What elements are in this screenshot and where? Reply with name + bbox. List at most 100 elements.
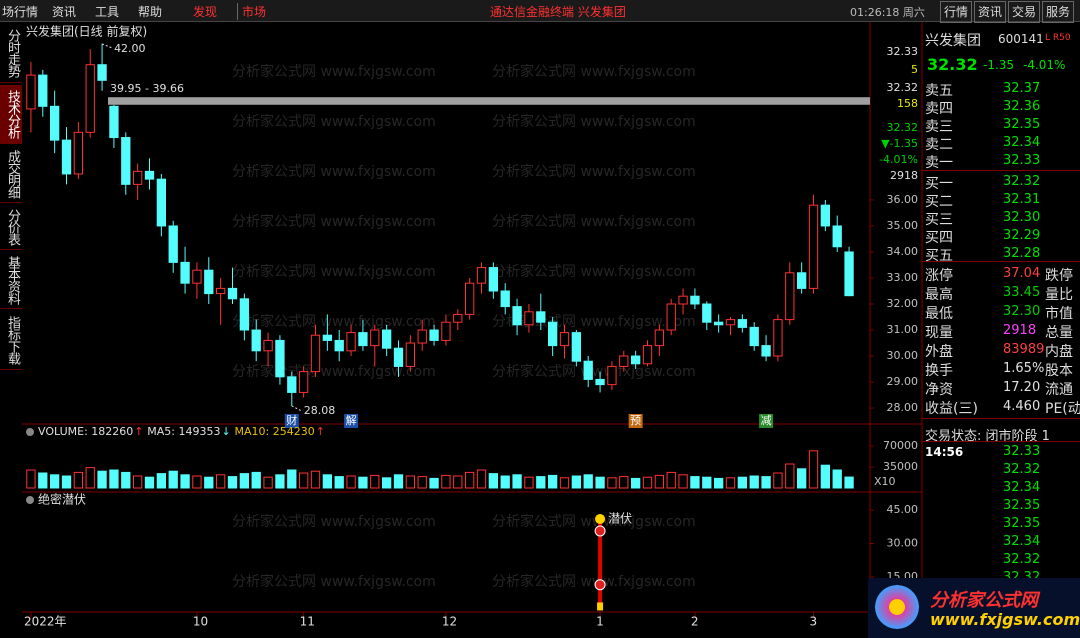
volume-bar [820, 464, 831, 489]
volume-bar [26, 469, 36, 489]
stat-label: 外盘 [925, 344, 953, 360]
min-label: 28.08 [304, 404, 336, 417]
volume-bar [464, 471, 475, 489]
volume-arrow: ↑ [316, 425, 325, 438]
menu-item[interactable]: 市场 [237, 3, 266, 20]
side-tab[interactable]: 成交明细 [0, 146, 22, 203]
side-tab[interactable]: 指标下载 [0, 311, 22, 370]
volume-unit: X10 [874, 475, 896, 488]
stat-label: 换手 [925, 363, 953, 379]
signal-label: 潜伏 [608, 511, 632, 525]
candle-body [393, 347, 404, 367]
volume-bar [702, 476, 712, 489]
candle-body [192, 269, 202, 284]
top-button[interactable]: 资讯 [974, 1, 1007, 23]
axis-quote: 32.32 [887, 81, 919, 94]
event-box [628, 414, 643, 428]
badge: L R50 [1045, 33, 1071, 43]
volume-bar [85, 467, 95, 489]
panel-icon [26, 428, 34, 436]
side-tab[interactable]: 分价表 [0, 205, 22, 250]
stat-price: 17.20 [1003, 380, 1041, 395]
x-tick-label: 3 [810, 615, 818, 629]
candle-body [595, 378, 605, 386]
menu-item[interactable]: 帮助 [138, 5, 163, 19]
panel-icon [26, 496, 34, 504]
stat-label: 收益(三) [925, 401, 978, 417]
stat-label: 涨停 [925, 268, 953, 284]
menu-item[interactable]: 资讯 [52, 5, 77, 19]
bid-label: 买三 [925, 212, 953, 228]
event-label: 财 [286, 413, 297, 427]
candle-body [85, 64, 95, 133]
volume-bar [844, 476, 854, 489]
y-tick-label: 45.00 [887, 503, 919, 516]
volume-bar [287, 469, 297, 489]
candle-body [642, 345, 653, 365]
candle-body [298, 371, 309, 393]
volume-arrow: ↓ [221, 425, 230, 438]
y-tick-label: 35000 [883, 460, 918, 473]
min-leader [291, 405, 303, 412]
stat-label2: 内盘 [1045, 344, 1073, 360]
volume-bar [559, 477, 570, 489]
volume-bar [97, 470, 107, 489]
volume-bar [476, 469, 487, 489]
side-tab[interactable]: 分时走势 [0, 24, 22, 83]
candle-body [204, 269, 214, 295]
indicator-title: 绝密潜伏 [38, 492, 86, 507]
volume-bar [417, 476, 427, 489]
axis-quote: 158 [897, 97, 918, 110]
volume-bar [737, 476, 748, 489]
side-tab[interactable]: 技术分析 [0, 85, 22, 144]
top-button[interactable]: 服务 [1042, 1, 1075, 23]
watermark: 分析家公式网 www.fxjgsw.com [492, 313, 696, 330]
candle-body [381, 329, 392, 349]
axis-quote: 5 [911, 63, 918, 76]
volume-bar [346, 475, 356, 489]
side-tab[interactable]: 基本资料 [0, 252, 22, 309]
candle-body [73, 131, 84, 175]
volume-bar [180, 474, 190, 489]
menu-item[interactable]: 场行情 [2, 5, 39, 19]
volume-legend: MA10: 254230 [234, 425, 314, 438]
candle-body [844, 251, 854, 297]
candle-body [453, 313, 463, 323]
tick-price: 32.35 [1003, 516, 1041, 531]
stat-price: 4.460 [1003, 399, 1041, 414]
top-button[interactable]: 行情 [940, 1, 973, 23]
volume-bar [370, 474, 380, 489]
candle-body [405, 342, 416, 367]
volume-bar [441, 474, 451, 489]
volume-bar [61, 475, 72, 489]
candle-body [38, 74, 48, 107]
signal-ball [595, 513, 606, 524]
candle-body [749, 326, 759, 347]
volume-bar [73, 471, 84, 489]
bid-price: 32.30 [1003, 210, 1041, 225]
volume-bar [713, 477, 724, 489]
top-button[interactable]: 交易 [1008, 1, 1041, 23]
candle-body [820, 204, 831, 227]
stat-label2: 量比 [1045, 287, 1073, 303]
menu-item[interactable]: 工具 [95, 5, 120, 19]
volume-bar [536, 476, 546, 489]
menu-item[interactable]: 发现 [193, 5, 218, 19]
logo-flower [875, 585, 919, 629]
bid-label: 买四 [925, 230, 953, 246]
volume-bar [132, 475, 143, 489]
tick-time: 14:56 [925, 445, 964, 459]
bid-label: 买二 [925, 194, 953, 210]
volume-bar [666, 471, 676, 489]
stat-label2: 市值 [1045, 306, 1073, 322]
watermark: 分析家公式网 www.fxjgsw.com [492, 63, 696, 80]
ask-price: 32.36 [1003, 99, 1041, 114]
candle-body [654, 329, 665, 347]
trade-status: 交易状态: 闭市阶段 1 [925, 429, 1050, 444]
volume-bar [38, 472, 48, 489]
volume-bar [785, 463, 795, 489]
candle-body [251, 329, 261, 352]
candle-body [441, 321, 451, 341]
event-label: 预 [630, 414, 641, 427]
stat-label: 最低 [925, 306, 953, 322]
